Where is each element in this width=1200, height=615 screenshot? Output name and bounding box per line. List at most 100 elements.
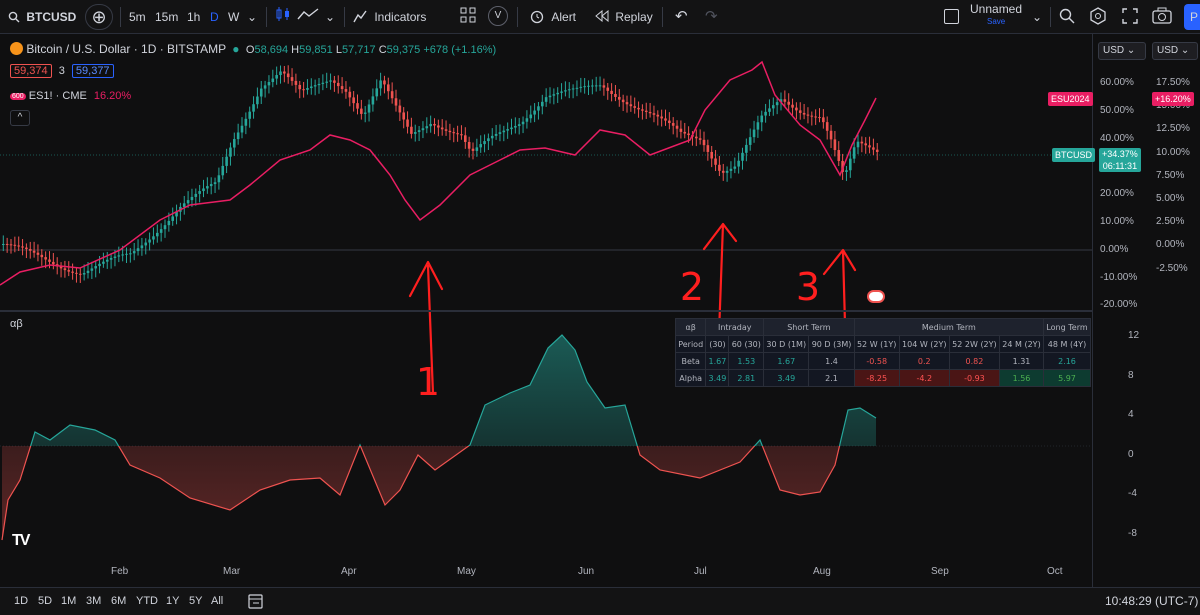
layout-icon[interactable] — [944, 9, 959, 24]
candle-body — [213, 182, 217, 185]
indicators-button[interactable]: Indicators — [353, 7, 426, 27]
candle-body — [606, 87, 610, 91]
collapse-legend-button[interactable]: ^ — [10, 110, 30, 126]
bottom-bar: 1D 5D 1M 3M 6M YTD 1Y 5Y All 10:48:29 (U… — [0, 587, 1200, 615]
chevron-down-icon[interactable]: ⌄ — [325, 10, 336, 24]
compare-legend[interactable]: 600 ES1! · CME 16.20% — [10, 90, 131, 102]
time-axis-label: Sep — [931, 566, 949, 577]
candle-body — [733, 166, 737, 169]
candle-body — [21, 246, 24, 248]
candle-body — [186, 200, 190, 204]
alpha-area-negative — [2, 446, 876, 540]
interval-1h[interactable]: 1h — [187, 10, 201, 24]
candle-body — [363, 112, 367, 114]
candle-body — [182, 203, 186, 207]
us-flag-event-icon[interactable] — [867, 290, 885, 303]
camera-icon[interactable] — [1152, 7, 1172, 27]
candle-body — [448, 130, 452, 133]
redo-icon[interactable]: ↷ — [705, 8, 718, 25]
candle-body — [556, 92, 559, 95]
layout-name[interactable]: Unnamed — [970, 2, 1023, 16]
candle-body — [194, 193, 198, 197]
symbol-title[interactable]: Bitcoin / U.S. Dollar · 1D · BITSTAMP — [26, 42, 226, 56]
range-1m[interactable]: 1M — [61, 595, 77, 607]
candle-body — [440, 127, 444, 130]
indicator-axis-label: 12 — [1128, 330, 1140, 341]
candle-body — [571, 88, 575, 90]
range-6m[interactable]: 6M — [111, 595, 127, 607]
ask-price[interactable]: 59,377 — [71, 64, 114, 78]
candle-body — [156, 232, 159, 237]
clock-timezone[interactable]: 10:48:29 (UTC-7) — [1105, 594, 1199, 608]
chevron-down-icon[interactable]: ⌄ — [1032, 10, 1043, 24]
period-cell: 52 2W (2Y) — [948, 335, 1001, 353]
alpha-cell: -0.93 — [948, 369, 1001, 387]
candle-body — [479, 144, 482, 148]
interval-w[interactable]: W — [228, 10, 240, 24]
candles-icon[interactable] — [275, 7, 291, 27]
interval-d[interactable]: D — [210, 10, 219, 24]
candle-body — [656, 114, 660, 117]
currency-select-right[interactable]: USD ⌄ — [1152, 42, 1198, 60]
candle-body — [271, 78, 275, 83]
candle-body — [313, 85, 317, 87]
tradingview-logo-icon[interactable]: TV — [12, 532, 31, 549]
candle-body — [552, 94, 556, 96]
publish-button[interactable]: P — [1184, 4, 1200, 30]
interval-15m[interactable]: 15m — [155, 10, 179, 24]
range-ytd[interactable]: YTD — [136, 595, 158, 607]
quick-search-icon[interactable] — [1058, 7, 1076, 27]
symbol-legend: Bitcoin / U.S. Dollar · 1D · BITSTAMP ● … — [10, 42, 496, 56]
line-chart-icon[interactable] — [297, 7, 319, 27]
symbol-search[interactable]: BTCUSD — [8, 7, 76, 27]
candle-body — [25, 247, 28, 250]
candle-body — [144, 242, 148, 246]
candle-body — [221, 165, 225, 176]
fullscreen-icon[interactable] — [1121, 7, 1139, 27]
candle-body — [610, 90, 613, 95]
alpha-cell: 2.81 — [728, 369, 765, 387]
profile-v-icon[interactable]: V — [488, 6, 508, 26]
templates-icon[interactable] — [460, 7, 476, 27]
group-short-term: Short Term — [763, 318, 855, 336]
range-1d[interactable]: 1D — [14, 595, 29, 607]
candle-body — [190, 196, 194, 201]
range-1y[interactable]: 1Y — [166, 595, 180, 607]
candle-body — [483, 141, 486, 145]
go-to-date-icon[interactable] — [247, 592, 265, 614]
add-symbol-button[interactable]: ⊕ — [85, 4, 113, 30]
candle-body — [841, 160, 844, 172]
bid-price[interactable]: 59,374 — [10, 64, 52, 78]
candle-body — [806, 114, 810, 116]
candle-body — [452, 132, 456, 134]
range-3m[interactable]: 3M — [86, 595, 102, 607]
candle-body — [698, 138, 702, 140]
indicator-title[interactable]: αβ — [10, 318, 23, 330]
chart-canvas[interactable]: 12 3 — [0, 34, 1200, 587]
interval-5m[interactable]: 5m — [129, 10, 146, 24]
group-long-term: Long Term — [1042, 318, 1092, 336]
candle-body — [2, 243, 5, 245]
candle-body — [760, 115, 764, 123]
undo-icon[interactable]: ↶ — [675, 8, 688, 25]
candle-body — [772, 105, 775, 109]
alert-button[interactable]: Alert — [529, 7, 576, 27]
range-all[interactable]: All — [211, 595, 224, 607]
candle-body — [517, 124, 521, 126]
settings-icon[interactable] — [1089, 7, 1107, 27]
candle-body — [633, 106, 636, 108]
alarm-clock-icon — [530, 10, 544, 24]
chevron-down-icon[interactable]: ⌄ — [247, 10, 258, 24]
annotation-number-3: 3 — [796, 265, 820, 309]
currency-select-left[interactable]: USD ⌄ — [1098, 42, 1146, 60]
candle-body — [494, 133, 498, 136]
replay-button[interactable]: Replay — [595, 7, 653, 27]
esu-compare-line — [0, 60, 877, 286]
candle-body — [533, 110, 536, 115]
alpha-area-positive — [2, 335, 876, 446]
range-5d[interactable]: 5D — [38, 595, 53, 607]
candle-body — [737, 160, 740, 167]
range-5y[interactable]: 5Y — [189, 595, 203, 607]
pane-separator[interactable] — [0, 310, 1092, 312]
group-medium-term: Medium Term — [853, 318, 1044, 336]
